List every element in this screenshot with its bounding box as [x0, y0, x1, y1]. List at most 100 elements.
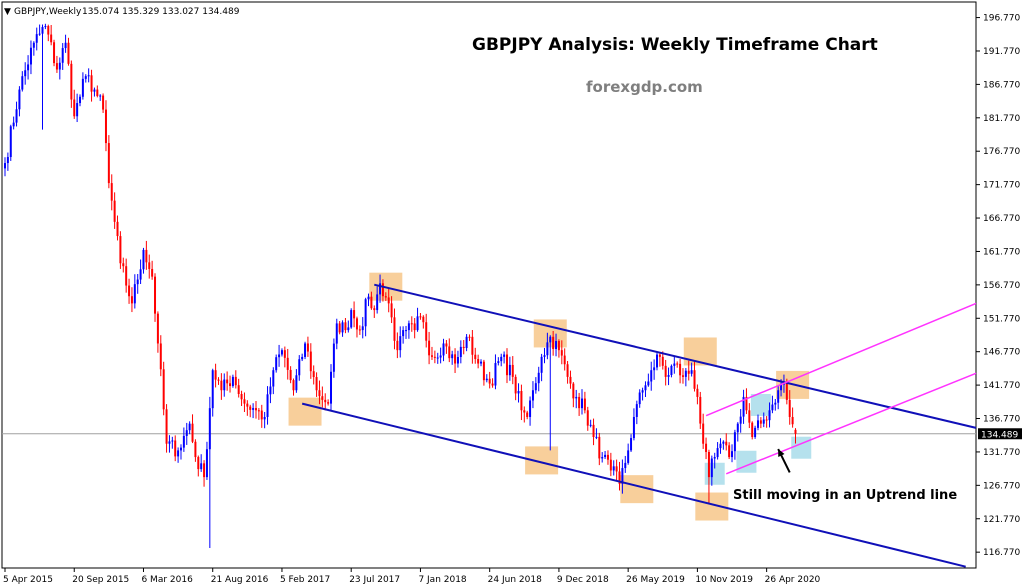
candle — [436, 352, 439, 364]
candle — [174, 435, 177, 462]
candle-body — [618, 471, 621, 484]
candle — [788, 390, 791, 425]
candle-body — [693, 370, 696, 389]
candle-body — [217, 379, 220, 381]
candle — [194, 439, 197, 462]
candle-body — [35, 34, 38, 43]
candle-body — [298, 359, 301, 376]
candle — [260, 404, 263, 428]
candle-body — [200, 463, 203, 470]
candle-body — [520, 391, 523, 411]
candle — [765, 416, 768, 428]
candle — [448, 338, 451, 363]
candle — [552, 330, 555, 356]
candle — [791, 407, 794, 428]
candle-body — [491, 383, 494, 386]
y-tick-label: 136.770 — [983, 415, 1020, 425]
candle-body — [136, 279, 139, 285]
candle — [93, 87, 96, 97]
candle — [214, 363, 217, 388]
candle-body — [21, 76, 24, 90]
candle-body — [171, 440, 174, 442]
x-tick-label: 20 Sep 2015 — [72, 575, 129, 585]
candle — [35, 27, 38, 51]
candle-body — [578, 396, 581, 409]
candle-body — [687, 370, 690, 374]
x-tick-label: 24 Jun 2018 — [488, 575, 542, 585]
candle-body — [41, 27, 44, 34]
candle — [459, 340, 462, 364]
candle-body — [275, 357, 278, 371]
candle — [102, 93, 105, 113]
candle — [289, 366, 292, 384]
candle-body — [661, 356, 664, 366]
candle-body — [589, 424, 592, 426]
candle-body — [384, 296, 387, 298]
candle-body — [485, 378, 488, 381]
candle — [64, 34, 67, 53]
candle-body — [246, 403, 249, 407]
blue-highlight-box — [736, 450, 757, 473]
candle-body — [679, 363, 682, 376]
candle — [480, 359, 483, 367]
candle-body — [684, 370, 687, 377]
candle — [280, 348, 283, 357]
candle — [107, 135, 110, 189]
candle-body — [537, 372, 540, 384]
symbol-arrow[interactable]: ▼ — [4, 7, 11, 17]
candle — [58, 57, 61, 80]
candle-body — [289, 369, 292, 381]
candle-body — [433, 356, 436, 358]
candle — [508, 356, 511, 381]
candle — [615, 459, 618, 481]
candle — [315, 372, 318, 397]
candle-body — [47, 26, 50, 35]
candle — [355, 316, 358, 338]
candle — [402, 326, 405, 344]
candle-body — [477, 359, 480, 364]
candle-body — [699, 396, 702, 424]
candle-body — [355, 318, 358, 330]
candle-body — [61, 48, 64, 63]
candle-body — [376, 294, 379, 311]
x-tick-label: 26 May 2019 — [626, 575, 685, 585]
candle — [165, 404, 168, 453]
candle — [47, 24, 50, 42]
candle — [249, 404, 252, 418]
candle — [286, 348, 289, 380]
candle-body — [278, 354, 281, 358]
candle-body — [156, 313, 159, 344]
candle-body — [488, 378, 491, 384]
channel-upper-line — [374, 283, 977, 429]
candle — [399, 326, 402, 358]
x-tick-label: 26 Apr 2020 — [765, 575, 821, 585]
candle — [534, 377, 537, 394]
candle-body — [53, 42, 56, 64]
candle — [707, 449, 710, 504]
candle — [387, 288, 390, 313]
candle — [168, 435, 171, 453]
candle-body — [653, 367, 656, 371]
candle-body — [390, 303, 393, 318]
candle — [748, 403, 751, 429]
candle — [9, 124, 12, 161]
candle-body — [462, 346, 465, 349]
candle-body — [785, 383, 788, 400]
candle — [136, 273, 139, 294]
candle-body — [736, 423, 739, 433]
candle-body — [581, 398, 583, 409]
candle — [358, 325, 361, 335]
candle-body — [64, 42, 67, 49]
candle-body — [280, 350, 283, 355]
candle — [171, 436, 174, 449]
candle — [53, 39, 56, 67]
candle — [350, 308, 353, 329]
candle-body — [185, 430, 188, 436]
candle-body — [353, 310, 356, 319]
watermark: forexgdp.com — [586, 78, 703, 96]
candle — [272, 367, 275, 395]
candle — [159, 335, 162, 377]
candle — [422, 315, 425, 329]
x-tick-label: 7 Jan 2018 — [418, 575, 466, 585]
